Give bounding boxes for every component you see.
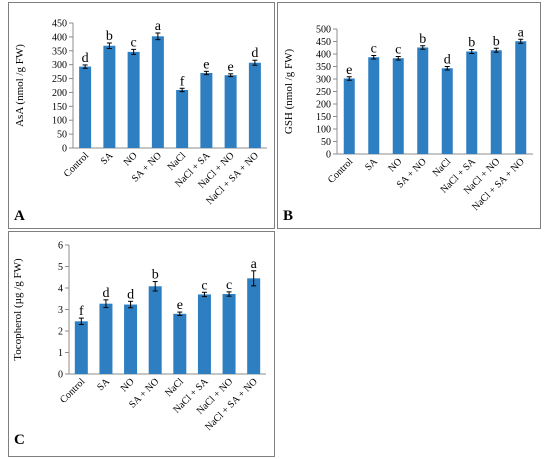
chart-a-bar — [248, 62, 261, 148]
chart-c-y-tick-label: 6 — [58, 241, 63, 252]
chart-b-bar — [441, 68, 453, 154]
chart-b-y-tick-label: 200 — [316, 100, 331, 111]
chart-b-y-tick-label: 300 — [316, 75, 331, 86]
chart-a-significance-letter: d — [251, 46, 258, 61]
chart-b-y-tick-label: 400 — [316, 50, 331, 61]
chart-c-x-tick-label: Control — [58, 376, 88, 406]
chart-c-significance-letter: b — [152, 268, 159, 283]
chart-c-bar — [124, 304, 138, 374]
chart-a-bar — [127, 51, 140, 149]
chart-c-bar — [222, 294, 236, 374]
chart-a-y-axis-label: AsA (nmol /g FW) — [14, 44, 26, 127]
chart-a-significance-letter: d — [82, 51, 89, 66]
chart-a-y-tick-label: 200 — [52, 88, 67, 99]
chart-b-significance-letter: d — [444, 53, 451, 68]
chart-c-x-tick-label: NO — [119, 376, 137, 394]
chart-c-y-tick-label: 2 — [58, 327, 63, 338]
chart-a-significance-letter: f — [180, 74, 185, 89]
chart-a-y-tick-label: 150 — [52, 102, 67, 113]
chart-a-bar — [79, 66, 92, 148]
chart-b-significance-letter: b — [493, 34, 500, 49]
chart-a-bar — [224, 75, 237, 148]
chart-a-x-tick-label: Control — [62, 150, 92, 180]
chart-c-bar — [173, 313, 187, 374]
chart-c-significance-letter: d — [127, 287, 134, 302]
chart-a-bar — [176, 89, 189, 148]
chart-b-y-tick-label: 350 — [316, 62, 331, 73]
chart-a-y-tick-label: 300 — [52, 60, 67, 71]
chart-b-x-tick-label: NO — [386, 156, 404, 174]
chart-a-asa: 0 50 100 150 200 250 300 350 400 450 AsA (nmol /g … — [14, 19, 267, 207]
chart-a-y-tick-label: 450 — [52, 19, 67, 30]
chart-c-significance-letter: f — [79, 304, 84, 319]
chart-c-significance-letter: e — [177, 298, 183, 313]
chart-b-bar — [490, 50, 502, 154]
chart-a-y-tick-label: 250 — [52, 74, 67, 85]
chart-c-bar — [148, 286, 162, 374]
chart-a-bar — [200, 73, 213, 148]
chart-a-y-tick-label: 350 — [52, 46, 67, 57]
chart-c-bar — [247, 278, 261, 374]
chart-b-x-tick-label: SA — [363, 156, 380, 173]
chart-b-y-tick-label: 50 — [321, 137, 331, 148]
panel-label-b: B — [283, 208, 294, 224]
chart-c-y-tick-label: 4 — [58, 284, 63, 295]
chart-b-y-tick-label: 450 — [316, 37, 331, 48]
chart-a-significance-letter: b — [106, 29, 113, 44]
panel-label-c: C — [14, 432, 25, 448]
chart-b-significance-letter: b — [419, 32, 426, 47]
chart-b-bar — [343, 78, 355, 154]
chart-b-significance-letter: b — [468, 36, 475, 51]
chart-c-significance-letter: c — [201, 278, 207, 293]
chart-b-y-axis-label: GSH (nmol /g FW) — [283, 49, 295, 135]
chart-b-bar — [417, 47, 429, 154]
chart-c-y-tick-label: 3 — [58, 305, 63, 316]
chart-a-significance-letter: c — [131, 35, 137, 50]
chart-c-y-axis-label: Tocopherol (µg /g FW) — [12, 258, 24, 361]
chart-c-bar — [99, 303, 113, 374]
chart-b-y-tick-label: 0 — [326, 150, 331, 161]
chart-b-y-tick-label: 150 — [316, 112, 331, 123]
chart-a-bar — [103, 45, 116, 148]
chart-a-y-tick-label: 400 — [52, 32, 67, 43]
chart-c-significance-letter: c — [226, 278, 232, 293]
chart-c-bar — [74, 321, 88, 374]
chart-a-x-tick-label: SA — [99, 150, 116, 167]
chart-c-significance-letter: a — [251, 257, 258, 272]
chart-a-significance-letter: e — [203, 57, 209, 72]
chart-a-significance-letter: e — [228, 60, 234, 75]
chart-b-significance-letter: c — [395, 43, 401, 58]
chart-a-x-tick-label: NO — [122, 150, 140, 168]
chart-c-y-tick-label: 5 — [58, 262, 63, 273]
chart-a-y-tick-label: 0 — [62, 144, 67, 155]
chart-b-significance-letter: c — [371, 42, 377, 57]
chart-b-bar — [515, 41, 527, 154]
chart-b-y-tick-label: 100 — [316, 125, 331, 136]
panel-b: 0 50 100 150 200 250 300 350 400 450 500 GSH (nmol … — [277, 2, 541, 229]
chart-c-y-tick-label: 1 — [58, 348, 63, 359]
chart-b-x-tick-label: Control — [326, 156, 356, 186]
chart-c-x-tick-label: SA — [95, 376, 112, 393]
chart-c-significance-letter: d — [102, 286, 109, 301]
chart-b-bar — [392, 58, 404, 154]
chart-b-significance-letter: a — [518, 25, 525, 40]
chart-c-tocopherol: 0 1 2 3 4 5 6 Tocopherol (µg /g FW) f Control d SA d… — [12, 241, 266, 433]
chart-b-y-tick-label: 250 — [316, 87, 331, 98]
chart-a-y-tick-label: 50 — [57, 130, 67, 141]
chart-a-bar — [151, 36, 164, 149]
panel-a: 0 50 100 150 200 250 300 350 400 450 AsA (nmol /g … — [8, 2, 275, 229]
chart-b-bar — [368, 57, 380, 154]
chart-b-y-tick-label: 500 — [316, 25, 331, 36]
panel-c: 0 1 2 3 4 5 6 Tocopherol (µg /g FW) f Control d SA d… — [8, 231, 275, 457]
chart-b-bar — [466, 51, 478, 154]
chart-b-significance-letter: e — [346, 63, 352, 78]
chart-a-significance-letter: a — [155, 19, 162, 34]
panel-label-a: A — [14, 208, 25, 224]
chart-a-y-tick-label: 100 — [52, 116, 67, 127]
chart-c-bar — [197, 294, 211, 374]
chart-c-y-tick-label: 0 — [58, 370, 63, 381]
